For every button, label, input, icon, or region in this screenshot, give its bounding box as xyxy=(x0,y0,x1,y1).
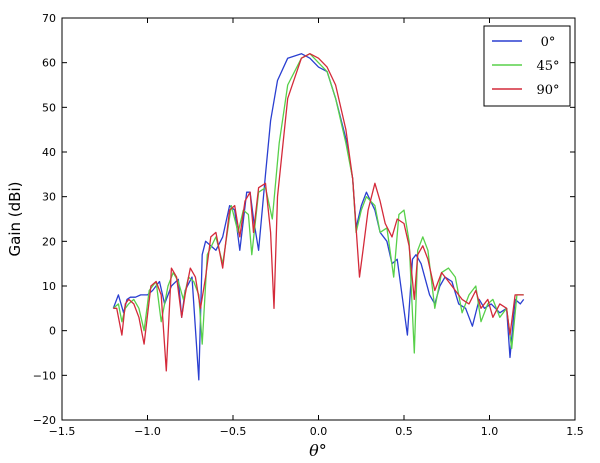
series-line-1 xyxy=(112,53,524,354)
y-tick-label: 50 xyxy=(42,101,56,114)
legend-label-1: 45° xyxy=(536,59,559,74)
x-tick-label: −1.5 xyxy=(49,425,76,438)
x-tick-label: 1.5 xyxy=(566,425,584,438)
legend-box xyxy=(483,25,571,107)
series-line-0 xyxy=(112,53,525,381)
x-tick-label: 0.5 xyxy=(395,425,413,438)
y-axis: −20 −10 0 10 20 30 40 50 60 70 xyxy=(33,12,575,427)
legend-label-0: 0° xyxy=(541,35,556,50)
y-tick-label: −10 xyxy=(33,369,56,382)
y-tick-label: 20 xyxy=(42,235,56,248)
x-axis: −1.5 −1.0 −0.5 0.0 0.5 1.0 1.5 xyxy=(49,18,584,438)
y-tick-label: 30 xyxy=(42,191,56,204)
x-axis-label: θ° xyxy=(309,441,327,460)
x-tick-label: 0.0 xyxy=(310,425,328,438)
series-line-2 xyxy=(113,53,524,372)
x-tick-label: −1.0 xyxy=(134,425,161,438)
legend: 0° 45° 90° xyxy=(483,25,571,107)
y-tick-label: −20 xyxy=(33,414,56,427)
y-tick-label: 60 xyxy=(42,57,56,70)
y-tick-label: 0 xyxy=(49,325,56,338)
legend-label-2: 90° xyxy=(536,83,559,98)
y-tick-label: 10 xyxy=(42,280,56,293)
y-axis-label: Gain (dBi) xyxy=(6,182,24,257)
x-tick-label: 1.0 xyxy=(481,425,499,438)
series-layer xyxy=(112,53,525,381)
x-tick-label: −0.5 xyxy=(220,425,247,438)
y-tick-label: 70 xyxy=(42,12,56,25)
y-tick-label: 40 xyxy=(42,146,56,159)
